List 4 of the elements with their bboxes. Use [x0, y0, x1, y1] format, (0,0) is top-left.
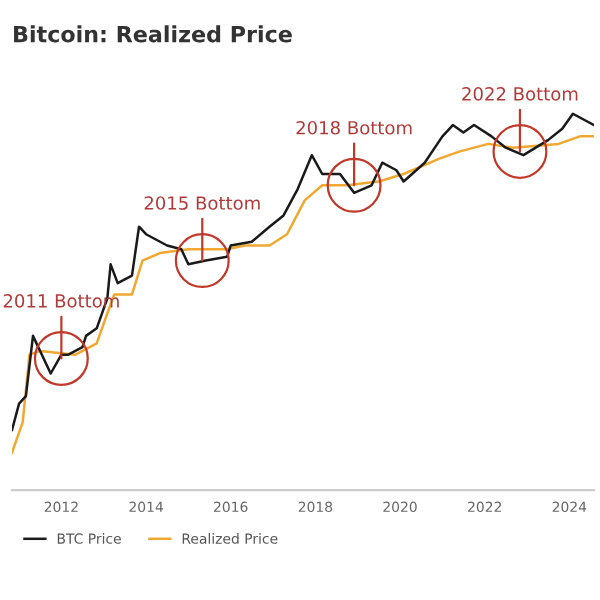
annotation: 2022 Bottom [462, 87, 578, 101]
annotation: 2015 Bottom [144, 196, 260, 210]
chart-title: Bitcoin: Realized Price [14, 25, 292, 43]
annotation: 2018 Bottom [296, 120, 412, 135]
